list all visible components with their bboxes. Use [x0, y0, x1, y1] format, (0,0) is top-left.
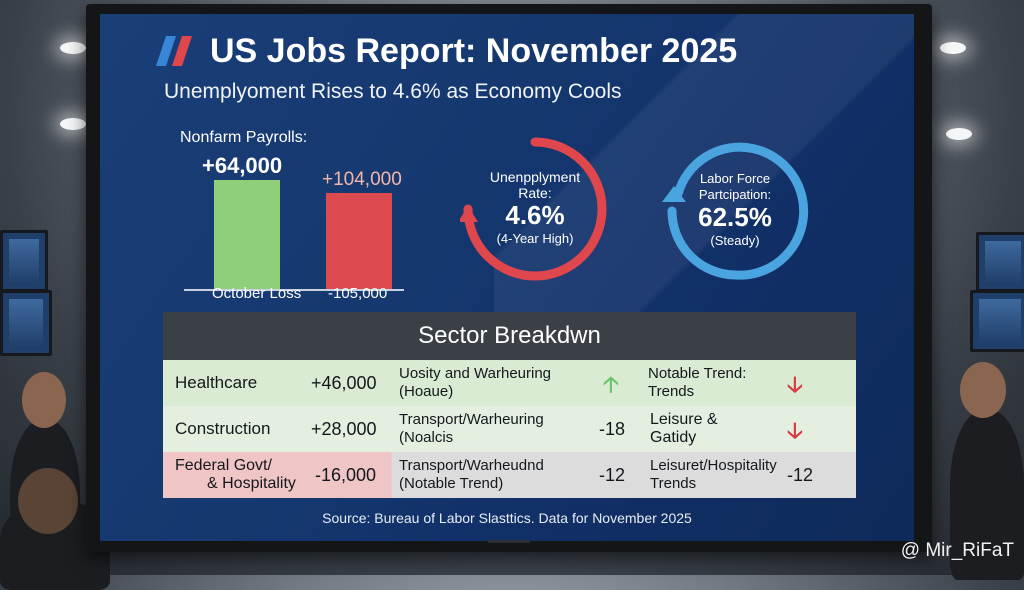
- ceiling-light: [946, 128, 972, 140]
- sector-mid-note: Uosity and Warheuring (Hoaue): [399, 365, 551, 401]
- sector-mid-note: Transport/Warheuring (Noalcis: [399, 411, 544, 447]
- background-monitor: [970, 290, 1024, 352]
- up-arrow-icon: 🡡: [603, 372, 619, 397]
- sector-value: +28,000: [311, 419, 377, 439]
- payrolls-green-bar: [214, 180, 280, 290]
- background-monitor: [0, 230, 48, 292]
- sector-mid-line2: (Hoaue): [399, 383, 454, 400]
- sector-name: Construction: [175, 419, 271, 438]
- sector-mid-value: -12: [599, 465, 626, 485]
- sector-mid-line1: Transport/Warheudnd: [399, 457, 544, 474]
- watermark: @ Mir_RiFaT: [900, 540, 1014, 561]
- table-row: Federal Govt/ & Hospitality -16,000 Tran…: [163, 452, 856, 498]
- sector-mid-line1: Uosity and Warheuring: [399, 365, 552, 382]
- sector-right-line1: Leisuret/Hospitality: [650, 457, 777, 474]
- sector-mid-line2: (Notable Trend): [399, 475, 504, 492]
- sector-name-line1: Federal Govt/: [175, 457, 272, 474]
- down-arrow-icon: 🡣: [787, 372, 803, 397]
- sector-right-line1: Leisure &: [650, 411, 718, 428]
- sector-right-note: Notable Trend: Trends: [648, 365, 746, 401]
- down-arrow-icon: 🡣: [787, 418, 803, 443]
- ceiling-light: [60, 118, 86, 130]
- unemployment-ring: [460, 137, 607, 281]
- payrolls-caption-left: October Loss: [212, 285, 302, 302]
- sector-right-line2: Gatidy: [650, 429, 697, 446]
- participation-ring: [662, 142, 809, 280]
- ceiling-light: [60, 42, 86, 54]
- sector-right-line2: Trends: [648, 383, 695, 400]
- sector-right-line1: Notable Trend:: [648, 365, 747, 382]
- participation-label-line2: Partcipation:: [698, 187, 772, 202]
- payrolls-label: Nonfarm Payrolls:: [180, 129, 308, 146]
- sector-right-note: Leisuret/Hospitality Trends: [650, 457, 777, 493]
- sector-mid-note: Transport/Warheudnd (Notable Trend): [399, 457, 544, 493]
- participation-value: 62.5%: [698, 202, 772, 232]
- unemployment-note: (4-Year High): [496, 231, 574, 246]
- sector-mid-line2: (Noalcis: [399, 429, 454, 446]
- participation-label-line1: Labor Force: [699, 171, 771, 186]
- page-subtitle: Unemplyoment Rises to 4.6% as Economy Co…: [164, 80, 622, 103]
- sector-right-note: Leisure & Gatidy: [650, 411, 718, 447]
- sector-name: Healthcare: [175, 373, 258, 392]
- person-head: [18, 468, 78, 534]
- source-footnote: Source: Bureau of Labor Slasttics. Data …: [322, 510, 692, 526]
- jobs-report-screen: US Jobs Report: November 2025 Unemplyome…: [100, 14, 914, 541]
- sector-mid-line1: Transport/Warheuring: [399, 411, 544, 428]
- sector-value: +46,000: [311, 373, 377, 393]
- background-monitor: [976, 232, 1024, 292]
- unemployment-label-line2: Rate:: [518, 185, 552, 201]
- sector-table-heading: Sector Breakdwn: [163, 312, 856, 360]
- payrolls-caption-right: -105,000: [328, 285, 388, 302]
- sector-right-line2: Trends: [650, 475, 697, 492]
- payrolls-revised-value: +104,000: [322, 169, 402, 190]
- payrolls-baseline: [184, 289, 404, 291]
- person-head: [960, 362, 1006, 418]
- background-monitor: [0, 290, 52, 356]
- unemployment-label: Unenpplyment Rate:: [480, 169, 590, 201]
- tv-brand-mark: [488, 540, 530, 543]
- slash-logo-icon: [156, 36, 192, 66]
- sector-value: -16,000: [315, 465, 377, 485]
- person-head: [22, 372, 66, 428]
- payrolls-red-bar: [326, 193, 392, 290]
- page-title: US Jobs Report: November 2025: [210, 32, 738, 70]
- payrolls-value: +64,000: [202, 153, 283, 178]
- unemployment-label-line1: Unenpplyment: [489, 169, 581, 185]
- sector-name-line2: & Hospitality: [207, 475, 296, 492]
- sector-right-value: -12: [787, 465, 814, 485]
- sector-mid-value: -18: [599, 419, 626, 439]
- ceiling-light: [940, 42, 966, 54]
- table-row: Healthcare +46,000 Uosity and Warheuring…: [163, 360, 856, 406]
- participation-label: Labor Force Partcipation:: [680, 171, 790, 203]
- sector-name: Federal Govt/ & Hospitality: [175, 457, 296, 493]
- unemployment-value: 4.6%: [505, 200, 565, 230]
- participation-note: (Steady): [710, 233, 760, 248]
- table-row: Construction +28,000 Transport/Warheurin…: [163, 406, 856, 452]
- person-silhouette: [962, 500, 1024, 580]
